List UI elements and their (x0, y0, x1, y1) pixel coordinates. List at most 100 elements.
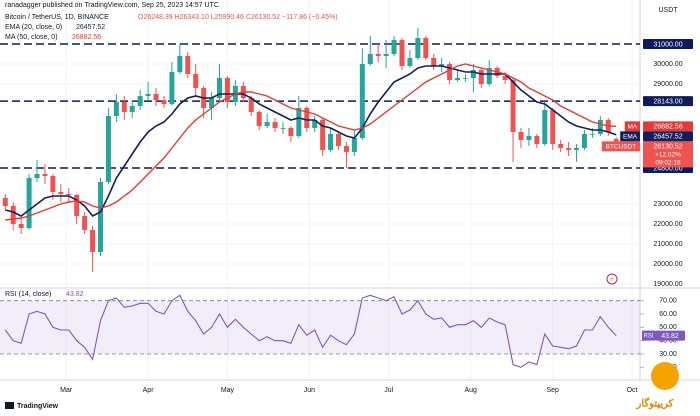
candle-body (280, 128, 286, 129)
ema-value: 26457.52 (76, 24, 105, 31)
candle-body (415, 38, 421, 58)
candle-body (320, 120, 326, 150)
candle-body (391, 40, 397, 54)
candle-body (597, 120, 603, 134)
currency: USDT (658, 7, 678, 14)
candle-body (121, 102, 127, 112)
level-label: 28143.00 (653, 98, 682, 105)
candle-body (161, 100, 167, 104)
price-tag-name: MA (628, 124, 638, 131)
candle-body (502, 76, 508, 80)
candle-body (50, 176, 56, 192)
price-tag-extra: +12.02% (655, 152, 681, 159)
candle-body (566, 148, 572, 150)
rsi-name: RSI (14, close) (5, 291, 51, 298)
x-tick-label: May (221, 387, 235, 394)
publisher: ranadagger published on TradingView.com,… (5, 2, 219, 9)
candle-body (129, 106, 135, 112)
candle-body (581, 134, 587, 148)
level-tag (643, 39, 693, 49)
symbol: Bitcoin / TetherUS, 1D, BINANCE (5, 14, 109, 21)
candle-body (217, 78, 223, 98)
candle-body (383, 54, 389, 56)
candle-body (74, 195, 80, 216)
rsi-y-tick-label: 30.00 (659, 351, 677, 358)
candle-body (407, 58, 413, 66)
candle-body (272, 122, 278, 128)
candle-body (462, 78, 468, 79)
indicator-line (5, 63, 617, 221)
candle-body (558, 144, 564, 148)
x-tick-label: Sep (546, 387, 559, 394)
candle-body (26, 178, 32, 228)
y-tick-label: 21000.00 (653, 241, 682, 248)
candle-body (439, 64, 445, 66)
quote: O26248.39 H26343.10 L25990.46 C26130.52 … (138, 14, 338, 21)
y-tick-label: 22000.00 (653, 221, 682, 228)
candle-body (34, 174, 40, 178)
candle-body (470, 70, 476, 78)
x-tick-label: Mar (60, 387, 73, 394)
price-tag-label: 26457.52 (653, 134, 682, 141)
rsi-tag-name: RSI (643, 334, 653, 340)
candle-body (359, 64, 365, 138)
rsi-y-tick-label: 60.00 (659, 311, 677, 318)
price-tag (643, 131, 693, 142)
price-tag-name-box (620, 131, 640, 142)
candle-body (574, 148, 580, 150)
candle-body (518, 132, 524, 140)
y-tick-label: 19000.00 (653, 281, 682, 288)
price-tag-name-box (624, 121, 640, 132)
y-tick-label: 23000.00 (653, 201, 682, 208)
indicator-line (5, 65, 617, 218)
rsi-band (0, 300, 640, 354)
candle-body (224, 78, 230, 102)
event-icon-glyph: ⚡ (608, 275, 615, 283)
brand: TradingView (17, 403, 59, 410)
candle-body (304, 108, 310, 128)
candle-body (296, 108, 302, 136)
candle-body (589, 134, 595, 135)
candle-body (351, 138, 357, 152)
rsi-y-tick-label: 50.00 (659, 324, 677, 331)
price-tag-name: EMA (623, 134, 638, 141)
x-tick-label: Jul (384, 387, 393, 394)
candle-body (58, 192, 64, 194)
y-tick-label: 20000.00 (653, 261, 682, 268)
candle-body (82, 216, 88, 230)
candle-body (336, 134, 342, 146)
ma-name: MA (50, close, 0) (5, 34, 58, 41)
ema-name: EMA (20, close, 0) (5, 24, 62, 31)
candle-body (185, 56, 191, 74)
rsi-tag-label: 43.82 (661, 333, 679, 340)
candle-body (137, 96, 143, 106)
candle-body (534, 136, 540, 144)
price-tag (643, 141, 693, 168)
price-tag-extra: 09:02:18 (655, 160, 681, 167)
candle-body (312, 120, 318, 128)
candle-body (264, 122, 270, 126)
ma-value: 26882.56 (72, 34, 101, 41)
candle-body (153, 94, 159, 100)
candle-body (375, 54, 381, 56)
brand-logo (5, 402, 14, 409)
rsi-tag (655, 330, 685, 341)
candle-body (399, 40, 405, 66)
x-tick-label: Apr (143, 387, 155, 394)
rsi-value: 43.82 (66, 291, 84, 298)
candle-body (526, 136, 532, 140)
overlay: Mar Apr May Jun Jul Aug Sep Oct 30000.00 29000.00… (60, 39, 693, 394)
candle-body (177, 56, 183, 72)
x-tick-label: Jun (304, 387, 315, 394)
candle-body (105, 116, 111, 182)
candle-body (248, 98, 254, 112)
candle-body (193, 74, 199, 88)
grid (0, 0, 640, 379)
rsi-y-tick-label: 40.00 (659, 338, 677, 345)
candle-body (288, 128, 294, 136)
candle-body (328, 134, 334, 150)
level-tag (643, 96, 693, 107)
candle-body (455, 78, 461, 80)
